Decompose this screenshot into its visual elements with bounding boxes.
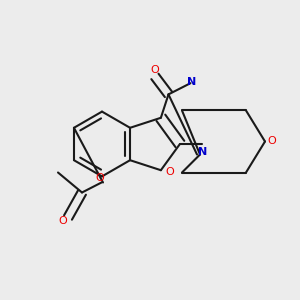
Text: O: O bbox=[58, 215, 67, 226]
Text: N: N bbox=[198, 147, 207, 157]
Text: O: O bbox=[151, 65, 159, 75]
Text: N: N bbox=[187, 77, 196, 87]
Text: O: O bbox=[166, 167, 174, 177]
Text: O: O bbox=[96, 173, 104, 183]
Text: O: O bbox=[268, 136, 276, 146]
